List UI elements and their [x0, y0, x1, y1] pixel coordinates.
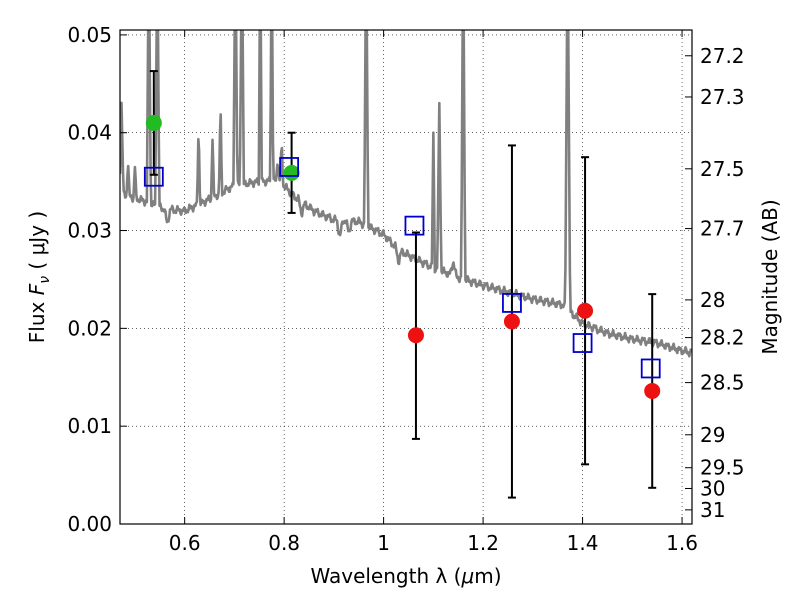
y-tick-label: 0.05	[67, 23, 112, 47]
observed-detections-point	[283, 164, 300, 181]
y-tick-label: 0.04	[67, 121, 112, 145]
mag-tick-label: 29.5	[700, 456, 745, 480]
mag-tick-label: 30	[700, 476, 725, 500]
observed-nondetections-point	[407, 327, 424, 344]
model-photometry-point	[404, 215, 425, 236]
x-tick-label: 1.2	[467, 531, 499, 555]
model-spectrum-line	[120, 30, 692, 358]
observed-nondetections-point	[644, 382, 661, 399]
model-photometry-point	[640, 358, 661, 379]
x-axis-label: Wavelength λ (μm)	[310, 564, 501, 588]
mag-tick-label: 27.7	[700, 217, 745, 241]
model-photometry-point	[572, 333, 593, 353]
model-spectrum-layer	[120, 30, 692, 358]
observed-detections-point	[145, 114, 162, 131]
model-photometry-point	[143, 166, 164, 187]
x-tick-label: 1.6	[666, 531, 698, 555]
y-tick-label: 0.03	[67, 219, 112, 243]
mag-tick-label: 28.5	[700, 371, 745, 395]
mag-tick-label: 28	[700, 288, 725, 312]
mag-tick-label: 27.5	[700, 157, 745, 181]
mag-tick-label: 27.3	[700, 85, 745, 109]
model-photometry-point	[502, 293, 522, 313]
model-photometry-point	[279, 157, 300, 177]
x-tick-label: 1.4	[567, 531, 599, 555]
mag-tick-label: 28.2	[700, 326, 745, 350]
mag-tick-label: 27.2	[700, 44, 745, 68]
y-tick-label: 0.00	[67, 512, 112, 536]
x-tick-label: 0.8	[268, 531, 300, 555]
y-tick-label: 0.01	[67, 414, 112, 438]
observed-nondetections-point	[577, 302, 594, 319]
y2-axis-label: Magnitude (AB)	[758, 199, 782, 354]
y-axis-label: Flux Fν ( μJy )	[25, 211, 53, 343]
mag-tick-label: 31	[700, 498, 725, 522]
x-tick-label: 1	[377, 531, 390, 555]
axis-ticks: 0.6 0.8 1 1.2 1.4 1.6 0.00 0.01 0.02 0.03 0.04 0.05…	[67, 23, 744, 555]
observed-nondetections-point	[503, 313, 520, 330]
data-points-layer	[143, 70, 661, 499]
mag-tick-label: 29	[700, 423, 725, 447]
y-tick-label: 0.02	[67, 316, 112, 340]
x-tick-label: 0.6	[169, 531, 201, 555]
plot-frame	[119, 29, 693, 525]
